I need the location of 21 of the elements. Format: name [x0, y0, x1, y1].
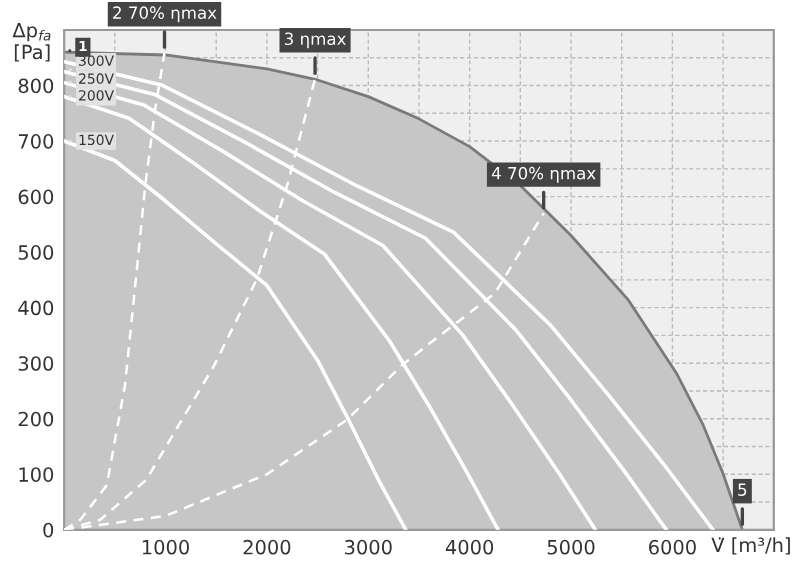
y-tick-label: 100 — [19, 467, 54, 482]
y-tick-label: 800 — [18, 78, 54, 94]
y-tick-label: 400 — [18, 300, 54, 316]
y-tick-label: 300 — [18, 356, 54, 371]
x-tick-label: 4000 — [445, 539, 494, 555]
x-axis-title: V̇ [m³/h] — [711, 537, 790, 555]
y-tick-label: 200 — [18, 411, 54, 427]
x-tick-label: 5000 — [547, 539, 595, 555]
annotation: 3 ηmax — [284, 32, 346, 49]
y-tick-label: 600 — [18, 189, 54, 205]
annotation: 5 — [738, 483, 747, 496]
annotation: 4 70% ηmax — [491, 166, 596, 183]
y-tick-label: 700 — [18, 134, 54, 149]
x-tick-label: 3000 — [345, 539, 392, 555]
annotation: 2 70% ηmax — [113, 6, 217, 23]
y-axis-title: Δp$_{fa}$ [Pa] — [12, 23, 51, 62]
y-tick-label: 0 — [43, 522, 54, 538]
y-tick-label: 500 — [18, 245, 54, 260]
x-tick-label: 1000 — [142, 539, 189, 555]
x-tick-label: 2000 — [243, 539, 291, 555]
x-tick-label: 6000 — [649, 539, 696, 555]
